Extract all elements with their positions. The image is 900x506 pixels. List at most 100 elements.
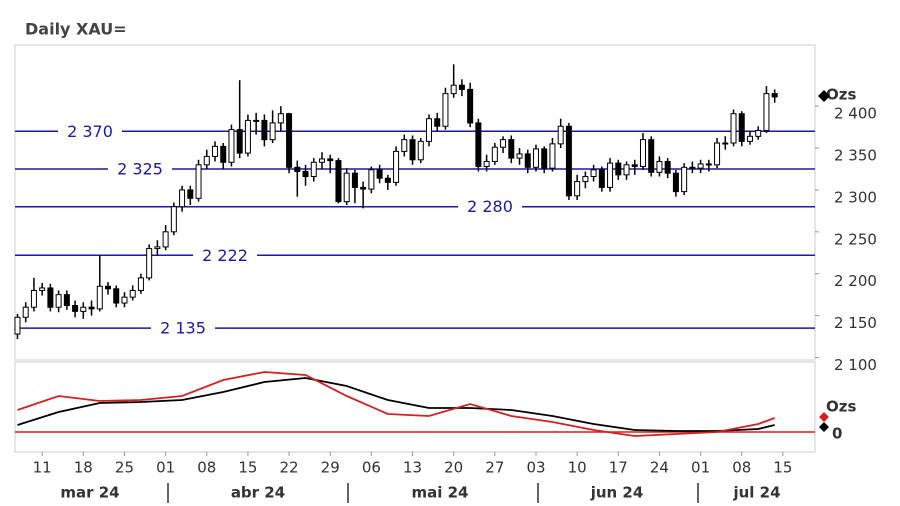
candle-body xyxy=(187,189,194,199)
month-label: abr 24 xyxy=(231,484,285,502)
x-tick-label: 27 xyxy=(485,459,504,477)
candle-body xyxy=(318,158,325,163)
candle-body xyxy=(195,164,202,199)
candle-body xyxy=(55,294,62,308)
month-label: jul 24 xyxy=(732,484,780,502)
x-tick-label: 20 xyxy=(444,459,463,477)
candle-body xyxy=(22,306,29,318)
indicator-marker xyxy=(819,412,829,422)
candle-body xyxy=(360,186,367,190)
candle-body xyxy=(467,88,474,124)
candle-body xyxy=(705,163,712,166)
candle-body xyxy=(335,160,342,203)
candle-body xyxy=(746,135,753,142)
candle-body xyxy=(368,169,375,190)
candle-body xyxy=(623,164,630,176)
candle-body xyxy=(351,172,358,188)
candle-body xyxy=(574,181,581,197)
candle-body xyxy=(664,160,671,174)
candle-body xyxy=(294,166,301,173)
indicator-unit: Ozs xyxy=(826,398,856,416)
candle-body xyxy=(253,119,260,122)
candle-body xyxy=(450,84,457,95)
x-tick-label: 29 xyxy=(321,459,340,477)
level-label: 2 135 xyxy=(160,319,206,338)
candle-body xyxy=(541,148,548,169)
level-label: 2 222 xyxy=(202,246,248,265)
candle-body xyxy=(146,248,153,279)
candle-body xyxy=(615,162,622,176)
candle-body xyxy=(491,146,498,162)
level-label: 2 370 xyxy=(67,122,113,141)
candle-body xyxy=(228,129,235,163)
candle-body xyxy=(113,288,120,304)
x-tick-label: 01 xyxy=(156,459,175,477)
candle-body xyxy=(63,294,70,307)
y-tick-label: 2 300 xyxy=(834,188,877,206)
candle-body xyxy=(384,177,391,183)
candle-body xyxy=(393,150,400,183)
price-unit: Ozs xyxy=(826,86,856,104)
candle-body xyxy=(203,155,210,166)
level-label-bg xyxy=(193,245,257,266)
x-tick-label: 18 xyxy=(74,459,93,477)
month-label: mai 24 xyxy=(412,484,469,502)
x-tick-label: 25 xyxy=(115,459,134,477)
candle-body xyxy=(30,289,37,308)
candle-body xyxy=(532,148,539,168)
candle-body xyxy=(697,163,704,169)
candle-body xyxy=(376,169,383,179)
candle-body xyxy=(689,166,696,169)
indicator-line xyxy=(17,371,775,437)
candle-body xyxy=(508,139,515,159)
level-label-bg xyxy=(58,121,122,142)
level-label-bg xyxy=(108,158,172,179)
candle-body xyxy=(162,231,169,248)
candle-body xyxy=(261,119,268,141)
price-marker xyxy=(818,90,830,102)
candle-body xyxy=(442,93,449,127)
y-tick-label: 2 100 xyxy=(834,356,877,374)
y-tick-label: 2 150 xyxy=(834,314,877,332)
candle-body xyxy=(434,118,441,127)
x-tick-label: 15 xyxy=(238,459,257,477)
candle-body xyxy=(565,125,572,197)
candle-body xyxy=(47,287,54,308)
x-tick-label: 01 xyxy=(691,459,710,477)
candle-body xyxy=(409,139,416,161)
month-separators xyxy=(167,483,699,503)
x-tick-label: 08 xyxy=(732,459,751,477)
candle-body xyxy=(582,176,589,183)
candle-body xyxy=(425,118,432,142)
candle-body xyxy=(327,158,334,162)
candle-body xyxy=(137,277,144,291)
candle-body xyxy=(656,160,663,173)
candle-body xyxy=(269,122,276,141)
y-tick-label: 2 200 xyxy=(834,272,877,290)
candle-body xyxy=(129,289,136,298)
candle-body xyxy=(475,122,482,167)
candle-body xyxy=(220,145,227,163)
level-label: 2 280 xyxy=(467,197,513,216)
candle-body xyxy=(458,84,465,90)
y-tick-label: 2 400 xyxy=(834,105,877,123)
chart-title: Daily XAU= xyxy=(25,20,127,39)
candle-body xyxy=(549,143,556,169)
candle-body xyxy=(590,169,597,178)
candle-body xyxy=(722,142,729,145)
y-tick-label: 2 350 xyxy=(834,147,877,165)
level-label-bg xyxy=(458,196,522,217)
candle-body xyxy=(179,189,186,208)
candle-body xyxy=(516,153,523,159)
candle-body xyxy=(72,305,79,312)
candle-body xyxy=(154,246,161,250)
candle-body xyxy=(121,296,128,304)
candle-body xyxy=(310,161,317,178)
candle-body xyxy=(483,160,490,167)
x-tick-label: 03 xyxy=(526,459,545,477)
candle-body xyxy=(417,140,424,161)
x-tick-label: 17 xyxy=(609,459,628,477)
indicator-panel xyxy=(14,361,816,453)
candle-body xyxy=(105,285,112,290)
